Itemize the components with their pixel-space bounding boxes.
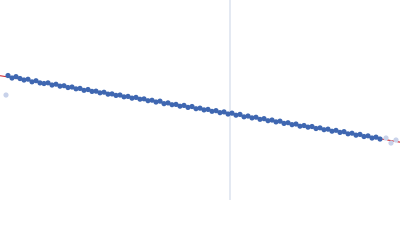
data-point	[377, 136, 383, 142]
data-point	[257, 116, 263, 122]
data-point	[17, 75, 23, 82]
data-point	[13, 74, 19, 80]
data-point	[353, 132, 359, 138]
data-point	[65, 84, 71, 91]
data-point	[265, 118, 271, 124]
data-point	[349, 130, 355, 136]
data-point	[269, 117, 275, 123]
data-point	[165, 100, 171, 106]
data-point	[197, 105, 203, 111]
data-point	[45, 80, 51, 86]
data-point	[241, 114, 247, 120]
data-point	[281, 120, 287, 126]
data-point	[233, 112, 239, 118]
data-point	[261, 116, 267, 122]
data-point	[181, 102, 187, 108]
data-point	[169, 102, 175, 108]
data-point	[41, 80, 47, 87]
data-point	[289, 122, 295, 128]
data-point	[29, 79, 35, 85]
data-point	[69, 84, 75, 90]
data-point	[361, 133, 367, 140]
data-point	[217, 110, 223, 116]
data-point	[213, 108, 219, 114]
data-point	[309, 123, 315, 130]
data-point	[93, 88, 99, 94]
data-point	[369, 135, 375, 141]
data-point	[341, 129, 347, 135]
data-point	[313, 125, 319, 132]
data-point	[9, 75, 15, 81]
data-point	[245, 113, 251, 119]
data-point	[109, 91, 115, 97]
data-point	[321, 127, 327, 133]
data-point	[117, 92, 123, 98]
data-point	[97, 90, 103, 96]
data-point	[357, 131, 363, 137]
data-point	[285, 120, 291, 126]
data-point	[149, 97, 155, 103]
data-point	[365, 133, 371, 139]
data-point	[189, 103, 195, 110]
data-point	[81, 87, 87, 93]
data-point	[25, 76, 31, 82]
data-point	[237, 111, 243, 117]
data-point	[317, 125, 323, 131]
data-point	[89, 88, 95, 94]
data-point	[57, 83, 63, 89]
data-point	[61, 83, 67, 89]
data-point	[125, 93, 131, 99]
chart	[0, 0, 400, 200]
data-point	[209, 108, 215, 114]
data-point	[73, 86, 79, 92]
data-point	[145, 98, 151, 104]
data-point	[77, 85, 83, 91]
data-point	[293, 121, 299, 127]
data-point	[157, 98, 163, 104]
data-point	[3, 92, 9, 98]
data-point	[325, 126, 331, 132]
data-point	[137, 96, 143, 102]
data-point	[5, 72, 11, 79]
data-point	[37, 80, 43, 86]
data-point	[49, 82, 55, 88]
data-point	[205, 106, 211, 112]
data-point	[53, 81, 59, 87]
data-point	[388, 140, 394, 146]
data-point	[383, 135, 389, 141]
data-point	[305, 124, 311, 130]
data-point	[177, 103, 183, 109]
data-point	[225, 111, 231, 117]
data-point	[273, 119, 279, 125]
data-point	[141, 96, 147, 102]
data-point	[185, 104, 191, 110]
data-point	[277, 118, 283, 124]
data-point	[333, 127, 339, 133]
data-point	[21, 77, 27, 83]
data-point	[129, 95, 135, 101]
data-point	[253, 114, 259, 120]
data-point	[121, 94, 127, 100]
data-point	[173, 101, 179, 107]
data-point	[133, 94, 139, 100]
data-point	[85, 86, 91, 93]
data-point	[337, 129, 343, 135]
data-point	[153, 99, 159, 105]
data-point	[297, 123, 303, 129]
data-point	[221, 109, 227, 115]
data-point	[229, 110, 235, 116]
data-point	[201, 107, 207, 113]
data-point	[393, 137, 399, 143]
data-point	[345, 131, 351, 137]
data-point	[373, 134, 379, 140]
data-point	[113, 92, 119, 98]
data-point	[301, 122, 307, 129]
data-point	[329, 128, 335, 134]
data-point	[249, 115, 255, 121]
data-point	[193, 106, 199, 112]
data-point	[101, 89, 107, 95]
data-point	[161, 101, 167, 107]
data-point	[105, 91, 111, 97]
data-point	[33, 78, 39, 84]
